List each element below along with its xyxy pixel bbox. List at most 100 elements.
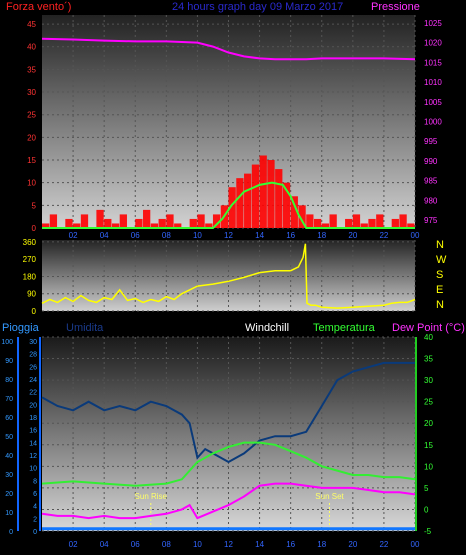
wind-bar xyxy=(259,155,267,228)
hour-tick-label: 18 xyxy=(317,540,326,549)
rain-tick-label: 0 xyxy=(9,529,13,536)
wind-bar xyxy=(236,178,244,228)
wind-bar xyxy=(329,214,337,228)
wind-bar xyxy=(111,223,120,228)
wind-bar xyxy=(352,214,361,228)
hour-tick-label: 06 xyxy=(131,540,140,549)
humidity-tick-label: 26 xyxy=(29,364,37,371)
direction-tick-label: 0 xyxy=(32,307,37,316)
humidity-axis-title: Umidita xyxy=(66,322,104,334)
rain-tick-label: 60 xyxy=(5,415,13,422)
humidity-tick-label: 10 xyxy=(29,466,37,473)
wind-bar xyxy=(376,214,384,228)
hour-tick-label: 06 xyxy=(131,231,140,240)
temperature-tick-label: 40 xyxy=(424,333,433,342)
rain-tick-label: 30 xyxy=(5,472,13,479)
dewpoint-line xyxy=(41,482,416,520)
hour-tick-label: 02 xyxy=(69,540,78,549)
temperature-tick-label: -5 xyxy=(424,527,432,536)
pressure-tick-label: 1015 xyxy=(424,58,442,67)
wind-bar xyxy=(104,218,112,228)
wind-tick-label: 20 xyxy=(27,133,36,142)
wind-bar xyxy=(212,214,221,228)
hour-tick-label: 10 xyxy=(193,540,202,549)
temperature-tick-label: 20 xyxy=(424,419,433,428)
direction-tick-label: 360 xyxy=(23,238,37,247)
direction-line xyxy=(41,243,416,309)
rain-tick-label: 50 xyxy=(5,434,13,441)
wind-bar xyxy=(158,218,166,228)
hour-tick-label: 04 xyxy=(100,540,109,549)
wind-tick-label: 45 xyxy=(27,20,36,29)
wind-bar xyxy=(290,196,298,228)
pressure-tick-label: 1025 xyxy=(424,19,442,28)
rain-axis-title: Pioggia xyxy=(2,322,40,334)
rain-tick-label: 70 xyxy=(5,396,13,403)
wind-bar xyxy=(399,214,407,228)
wind-bar xyxy=(166,214,174,228)
wind-bar xyxy=(313,218,322,228)
wind-bar xyxy=(65,218,73,228)
compass-label: W xyxy=(436,254,447,266)
pressure-tick-label: 1000 xyxy=(424,118,442,127)
hour-tick-label: 20 xyxy=(348,231,357,240)
temperature-line xyxy=(41,441,416,487)
wind-bar xyxy=(267,160,275,228)
wind-bar xyxy=(96,209,104,228)
wind-tick-label: 10 xyxy=(27,179,36,188)
temperature-tick-label: 35 xyxy=(424,355,433,364)
hour-tick-label: 02 xyxy=(69,231,78,240)
direction-tick-label: 90 xyxy=(27,290,36,299)
temperature-label: Temperatura xyxy=(313,322,376,334)
hour-tick-label: 08 xyxy=(162,231,171,240)
humidity-tick-label: 16 xyxy=(29,428,37,435)
wind-bar xyxy=(150,223,159,228)
hour-tick-label: 00 xyxy=(411,540,420,549)
humidity-tick-label: 20 xyxy=(29,402,37,409)
wind-bar xyxy=(275,169,283,228)
rain-tick-label: 90 xyxy=(5,358,13,365)
pressure-tick-label: 985 xyxy=(424,177,438,186)
wind-bar xyxy=(228,187,236,228)
humidity-tick-label: 4 xyxy=(33,504,37,511)
pressure-line xyxy=(41,37,416,61)
wind-axis-title: Forza vento´) xyxy=(6,1,71,13)
wind-bar xyxy=(197,214,205,228)
rain-tick-label: 40 xyxy=(5,453,13,460)
hour-tick-label: 18 xyxy=(317,231,326,240)
wind-bar xyxy=(73,223,81,228)
temperature-tick-label: 30 xyxy=(424,376,433,385)
wind-tick-label: 30 xyxy=(27,88,36,97)
pressure-tick-label: 995 xyxy=(424,137,438,146)
pressure-tick-label: 1010 xyxy=(424,78,442,87)
wind-tick-label: 40 xyxy=(27,43,36,52)
temperature-tick-label: 0 xyxy=(424,505,429,514)
compass-label: E xyxy=(436,284,443,296)
hour-tick-label: 16 xyxy=(286,540,295,549)
dewpoint-label: Dew Point (°C) xyxy=(392,322,465,334)
hour-tick-label: 00 xyxy=(411,231,420,240)
wind-bar xyxy=(42,223,50,228)
sun-marker-label: Sun Rise xyxy=(135,492,168,501)
hour-tick-label: 14 xyxy=(255,540,264,549)
wind-bar xyxy=(143,209,151,228)
humidity-tick-label: 14 xyxy=(29,440,37,447)
wind-bar xyxy=(407,223,415,228)
wind-bar xyxy=(360,223,368,228)
compass-label: N xyxy=(436,239,444,251)
temperature-tick-label: 5 xyxy=(424,484,429,493)
hour-tick-label: 12 xyxy=(224,231,233,240)
wind-tick-label: 15 xyxy=(27,156,36,165)
direction-tick-label: 270 xyxy=(23,255,37,264)
wind-tick-label: 25 xyxy=(27,111,36,120)
pressure-tick-label: 980 xyxy=(424,196,438,205)
wind-bar xyxy=(251,164,260,228)
humidity-tick-label: 8 xyxy=(33,478,37,485)
hour-tick-label: 12 xyxy=(224,540,233,549)
wind-bar xyxy=(189,218,197,228)
temperature-tick-label: 15 xyxy=(424,441,433,450)
compass-label: S xyxy=(436,269,443,281)
wind-bar xyxy=(80,214,89,228)
sun-marker-label: Sun Set xyxy=(315,492,344,501)
wind-bar xyxy=(391,218,399,228)
